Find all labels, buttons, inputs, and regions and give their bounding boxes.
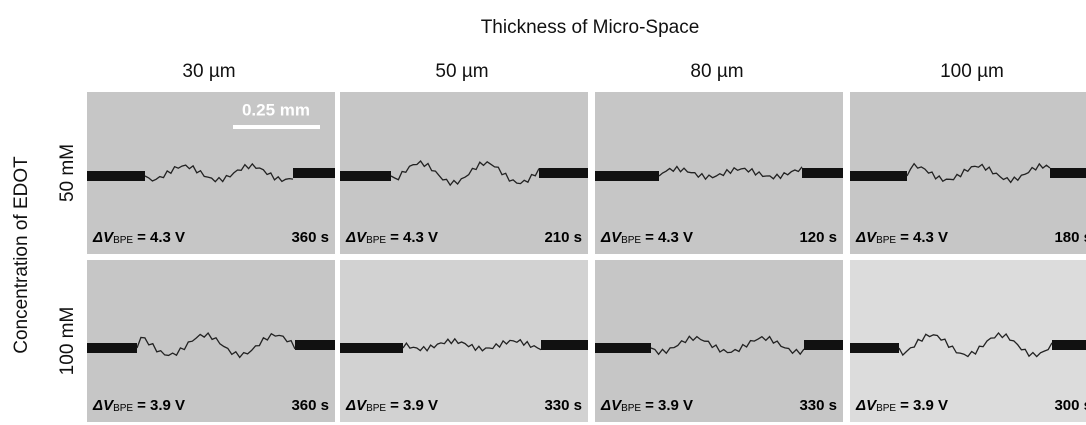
voltage-label: ΔVBPE = 4.3 V: [600, 229, 693, 246]
right-electrode: [1050, 168, 1086, 178]
voltage-value: = 4.3 V: [900, 229, 948, 246]
micrograph-panel: ΔVBPE = 3.9 V 330 s: [340, 260, 588, 422]
column-header: 100 µm: [940, 61, 1004, 82]
right-electrode: [541, 340, 588, 350]
time-label: 210 s: [544, 229, 582, 246]
symbol: ΔV: [600, 229, 623, 246]
time-label: 360 s: [291, 229, 329, 246]
subscript: BPE: [366, 235, 386, 246]
voltage-label: ΔVBPE = 4.3 V: [345, 229, 438, 246]
right-electrode: [1052, 340, 1086, 350]
scale-bar-label: 0.25 mm: [242, 100, 310, 119]
panel-background: [850, 260, 1086, 422]
panel-background: [87, 260, 335, 422]
micrograph-panel: ΔVBPE = 3.9 V 300 s: [850, 260, 1086, 422]
left-electrode: [595, 343, 651, 353]
subscript: BPE: [876, 235, 896, 246]
voltage-label: ΔVBPE = 4.3 V: [92, 229, 185, 246]
right-electrode: [293, 168, 335, 178]
micrograph-panel: ΔVBPE = 4.3 V 120 s: [595, 92, 843, 254]
symbol: ΔV: [855, 229, 878, 246]
micrograph-panel: ΔVBPE = 3.9 V 330 s: [595, 260, 843, 422]
right-electrode: [804, 340, 843, 350]
row-label: 100 mM: [57, 307, 78, 376]
micrograph-panel: ΔVBPE = 3.9 V 360 s: [87, 260, 335, 422]
subscript: BPE: [113, 403, 133, 414]
left-electrode: [595, 171, 659, 181]
voltage-label: ΔVBPE = 3.9 V: [345, 397, 438, 414]
right-electrode: [295, 340, 335, 350]
voltage-label: ΔVBPE = 3.9 V: [855, 397, 948, 414]
voltage-value: = 4.3 V: [137, 229, 185, 246]
symbol: ΔV: [600, 397, 623, 414]
column-header: 30 µm: [182, 61, 235, 82]
voltage-label: ΔVBPE = 4.3 V: [855, 229, 948, 246]
voltage-value: = 3.9 V: [137, 397, 185, 414]
time-label: 180 s: [1054, 229, 1086, 246]
time-label: 330 s: [544, 397, 582, 414]
subscript: BPE: [621, 235, 641, 246]
symbol: ΔV: [92, 229, 115, 246]
voltage-value: = 3.9 V: [900, 397, 948, 414]
subscript: BPE: [366, 403, 386, 414]
column-header: 80 µm: [690, 61, 743, 82]
micrograph-panel: ΔVBPE = 4.3 V 360 s: [87, 92, 335, 254]
symbol: ΔV: [345, 229, 368, 246]
left-electrode: [340, 343, 403, 353]
time-label: 360 s: [291, 397, 329, 414]
voltage-value: = 3.9 V: [645, 397, 693, 414]
subscript: BPE: [113, 235, 133, 246]
polymer-wire: [390, 160, 540, 187]
voltage-label: ΔVBPE = 3.9 V: [92, 397, 185, 414]
voltage-label: ΔVBPE = 3.9 V: [600, 397, 693, 414]
right-electrode: [802, 168, 843, 178]
row-label: 50 mM: [57, 144, 78, 202]
panel-background: [595, 260, 843, 422]
polymer-wire: [898, 331, 1053, 358]
voltage-value: = 3.9 V: [390, 397, 438, 414]
right-electrode: [539, 168, 588, 178]
subscript: BPE: [876, 403, 896, 414]
polymer-wire: [136, 331, 296, 359]
voltage-value: = 4.3 V: [390, 229, 438, 246]
time-label: 120 s: [799, 229, 837, 246]
left-electrode: [340, 171, 391, 181]
polymer-wire: [402, 337, 542, 352]
symbol: ΔV: [92, 397, 115, 414]
polymer-wire: [650, 335, 805, 356]
figure-title: Thickness of Micro-Space: [481, 17, 700, 38]
polymer-wire: [906, 162, 1051, 184]
row-axis-label: Concentration of EDOT: [11, 156, 32, 354]
left-electrode: [87, 343, 137, 353]
column-header: 50 µm: [435, 61, 488, 82]
left-electrode: [87, 171, 145, 181]
time-label: 330 s: [799, 397, 837, 414]
micrograph-panel: ΔVBPE = 4.3 V 180 s: [850, 92, 1086, 254]
symbol: ΔV: [855, 397, 878, 414]
left-electrode: [850, 343, 899, 353]
time-label: 300 s: [1054, 397, 1086, 414]
voltage-value: = 4.3 V: [645, 229, 693, 246]
polymer-wire: [144, 162, 294, 183]
left-electrode: [850, 171, 907, 181]
micrograph-panel: ΔVBPE = 4.3 V 210 s: [340, 92, 588, 254]
polymer-wire: [658, 165, 803, 181]
panel-grid: ΔVBPE = 4.3 V 360 s ΔVBPE = 4.3 V 210 s ΔVBPE =…: [87, 92, 1086, 422]
symbol: ΔV: [345, 397, 368, 414]
subscript: BPE: [621, 403, 641, 414]
